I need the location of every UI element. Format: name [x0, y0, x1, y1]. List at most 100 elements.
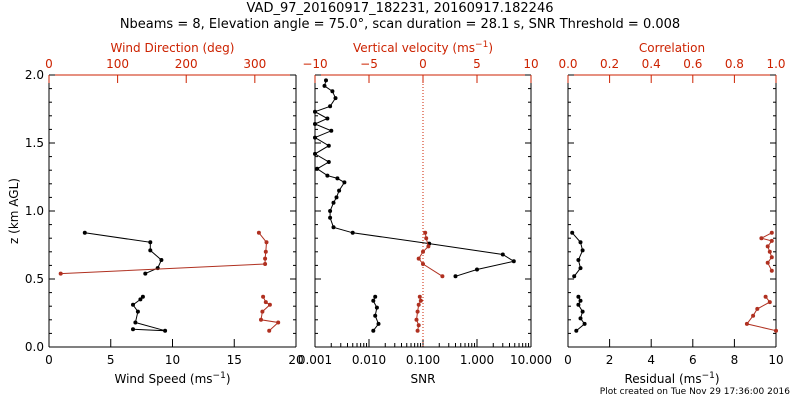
wind-series-red-point [260, 309, 265, 314]
wind-ytick-label: 0.0 [25, 340, 44, 354]
residual-series-black-point [572, 274, 577, 279]
wind-series-red-point [259, 317, 263, 322]
wind-series-red-point [263, 300, 268, 305]
wind-series-black-point [159, 258, 164, 262]
residual-xtick-label: 2 [606, 353, 614, 367]
residual-series-black-point [578, 266, 583, 271]
residual-top-tick-label: 0.4 [642, 57, 661, 71]
residual-series-black-point [582, 321, 587, 326]
wind-series-red-line [60, 232, 268, 275]
wind-series-red-point [256, 230, 261, 235]
snr-series-black-point [500, 252, 505, 257]
snr-series-black-point [511, 259, 516, 264]
snr-xtick-label: 0.001 [298, 353, 332, 367]
residual-series-red-point [769, 238, 774, 243]
snr-series-black-point [326, 143, 331, 148]
residual-series-red-point [759, 236, 764, 241]
wind-top-tick-label: 100 [106, 57, 129, 71]
wind-series-red-point [261, 294, 266, 299]
snr-xtick-label: 1.000 [460, 353, 494, 367]
residual-series-black-point [578, 240, 583, 245]
wind-ytick-label: 0.5 [25, 272, 44, 286]
chart-title-line2: Nbeams = 8, Elevation angle = 75.0°, sca… [119, 17, 681, 32]
wind-series-black-point [131, 302, 135, 307]
snr-series-black-point [334, 195, 339, 200]
snr-series-red-point [416, 302, 421, 307]
y-axis-label: z (km AGL) [7, 178, 21, 244]
residual-xtick-label: 4 [647, 353, 655, 367]
residual-series-red-point [755, 306, 760, 311]
residual-series-red-point [751, 313, 756, 318]
wind-ytick-label: 1.0 [25, 204, 44, 218]
wind-series-black-point [135, 309, 140, 314]
wind-x-axis-label: Wind Speed (ms−1) [115, 371, 231, 386]
residual-series-red-point [744, 321, 749, 326]
snr-series-red-line [418, 232, 443, 277]
snr-xtick-label: 0.100 [406, 353, 440, 367]
residual-series-red-point [769, 230, 774, 235]
wind-series-black-point [143, 271, 148, 276]
wind-series-red-point [276, 320, 281, 325]
snr-series-red-point [417, 294, 422, 299]
snr-xtick-label: 10.000 [510, 353, 552, 367]
residual-series-red-point [765, 244, 770, 249]
wind-series-black-line [132, 296, 166, 332]
residual-series-black-point [578, 316, 583, 321]
chart-title-line1: VAD_97_20160917_182231, 20160917.182246 [246, 1, 554, 16]
snr-series-black-point [328, 209, 333, 213]
wind-series-black-point [163, 328, 168, 333]
residual-series-black-point [576, 294, 581, 299]
snr-series-red-point [415, 328, 420, 333]
snr-series-black-point [330, 89, 335, 94]
snr-series-black-point [313, 135, 317, 140]
residual-top-tick-label: 0.0 [558, 57, 577, 71]
residual-series-black-point [578, 298, 583, 303]
residual-series-red-point [763, 294, 768, 299]
snr-x-axis-label: SNR [411, 372, 436, 386]
snr-series-red-point [416, 256, 421, 261]
snr-series-black-point [371, 298, 376, 303]
plot-created-footer: Plot created on Tue Nov 29 17:36:00 2016 [599, 387, 790, 397]
wind-series-red-point [263, 249, 268, 254]
wind-top-axis-label: Wind Direction (deg) [111, 41, 235, 55]
snr-series-red-point [416, 323, 421, 328]
snr-series-black-point [324, 78, 328, 83]
residual-series-black-point [580, 309, 585, 314]
wind-xtick-label: 10 [165, 353, 180, 367]
snr-series-black-line [313, 80, 516, 277]
snr-top-tick-label: 5 [473, 57, 481, 71]
residual-top-tick-label: 0.2 [600, 57, 619, 71]
wind-series-red-point [267, 328, 272, 333]
snr-series-black-point [313, 109, 317, 114]
residual-series-red-point [769, 268, 774, 273]
snr-series-black-point [333, 96, 338, 101]
wind-series-red-point [58, 271, 63, 276]
wind-series-black-point [133, 320, 138, 325]
snr-series-red-point [421, 262, 425, 266]
snr-series-red-point [440, 274, 445, 279]
residual-top-axis-label: Correlation [639, 41, 705, 55]
wind-series-red-point [264, 240, 269, 245]
wind-top-tick-label: 300 [243, 57, 266, 71]
wind-series-red-line [260, 296, 280, 332]
residual-series-black-point [570, 230, 575, 235]
wind-ytick-label: 2.0 [25, 68, 44, 82]
residual-top-tick-label: 0.8 [725, 57, 744, 71]
wind-xtick-label: 5 [107, 353, 115, 367]
residual-xtick-label: 10 [768, 353, 783, 367]
wind-xtick-label: 20 [288, 353, 303, 367]
snr-series-black-point [337, 188, 342, 193]
snr-series-black-point [373, 294, 378, 299]
snr-series-black-point [313, 151, 317, 156]
residual-top-tick-label: 0.6 [683, 57, 702, 71]
snr-series-black-point [335, 176, 340, 181]
wind-series-red-point [267, 302, 272, 307]
snr-series-red-point [426, 244, 431, 249]
snr-series-black-point [325, 173, 330, 178]
wind-xtick-label: 0 [45, 353, 53, 367]
snr-xtick-label: 0.010 [352, 353, 386, 367]
wind-ytick-label: 1.5 [25, 136, 44, 150]
snr-series-black-point [373, 313, 378, 318]
snr-series-black-point [342, 180, 347, 185]
